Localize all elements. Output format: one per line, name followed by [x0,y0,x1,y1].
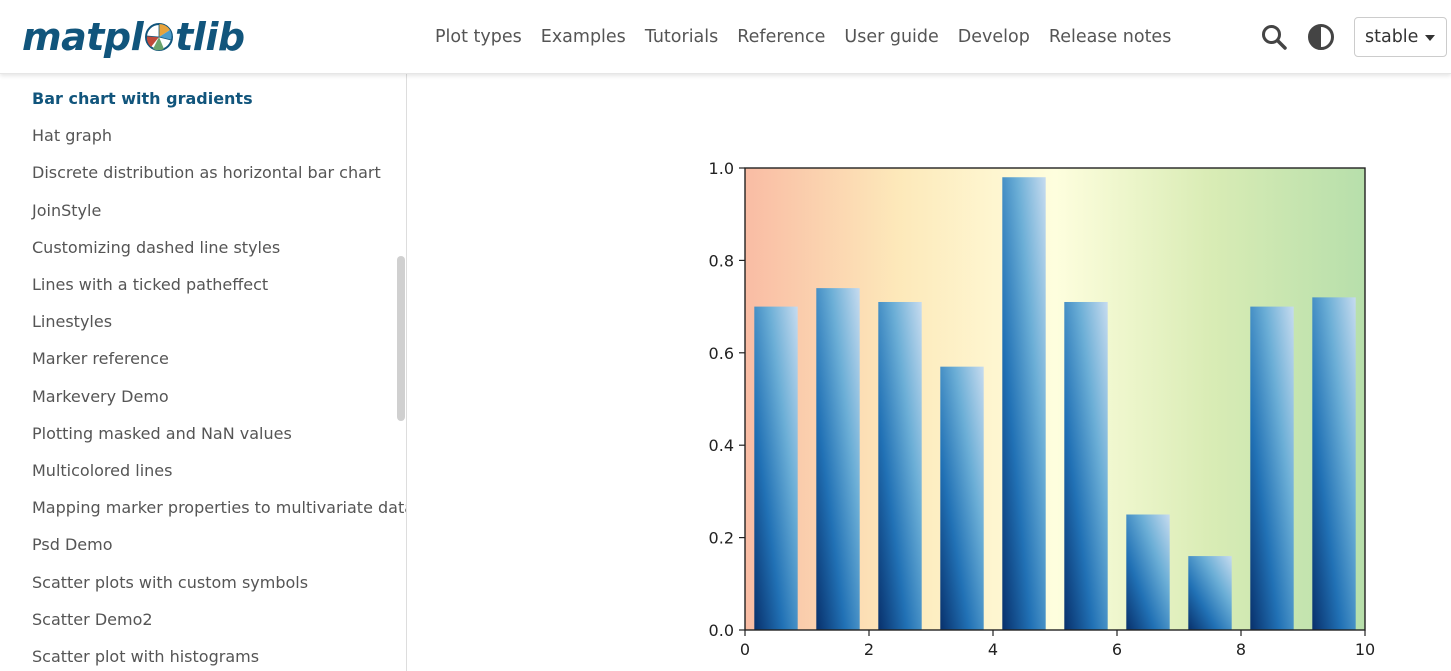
sidebar-item-joinstyle[interactable]: JoinStyle [32,200,102,220]
ytick-label-3: 0.6 [709,344,734,363]
sidebar-item-dashed-line-styles[interactable]: Customizing dashed line styles [32,237,281,257]
xtick-label-2: 4 [988,640,998,659]
search-button[interactable] [1259,22,1289,52]
ytick-label-5: 1.0 [709,159,734,178]
sidebar-item-scatter-demo2[interactable]: Scatter Demo2 [32,609,153,629]
sidebar-item-linestyles[interactable]: Linestyles [32,312,113,332]
sidebar-item-markevery-demo[interactable]: Markevery Demo [32,386,169,406]
ytick-label-1: 0.2 [709,529,734,548]
sidebar-item-scatter-histograms[interactable]: Scatter plot with histograms [32,646,260,666]
xtick-label-1: 2 [864,640,874,659]
sidebar-list: Bar chart with gradients Hat graph Discr… [32,80,407,671]
logo-text-right: tlib [175,15,245,59]
xtick-label-4: 8 [1236,640,1246,659]
bar-8 [1250,306,1294,630]
bar-4 [1002,177,1046,631]
xtick-label-3: 6 [1112,640,1122,659]
theme-toggle-icon [1308,24,1334,50]
bar-9 [1312,297,1356,630]
bar-7 [1188,556,1232,630]
bar-chart: 0.0 0.2 0.4 0.6 0.8 1.0 0 2 4 6 8 10 [709,159,1376,659]
sidebar-item-scatter-custom-symbols[interactable]: Scatter plots with custom symbols [32,572,309,592]
bar-5 [1064,301,1108,630]
ytick-label-0: 0.0 [709,621,734,640]
ytick-label-2: 0.4 [709,436,734,455]
top-navbar: matpl tlib Plot types Examples Tutorials… [0,0,1451,74]
chart-figure: 0.0 0.2 0.4 0.6 0.8 1.0 0 2 4 6 8 10 [690,150,1390,671]
nav-plot-types[interactable]: Plot types [435,27,522,47]
nav-examples[interactable]: Examples [540,27,626,47]
chevron-down-icon [1425,35,1435,41]
matplotlib-logo[interactable]: matpl tlib [22,12,245,62]
bar-0 [754,306,798,630]
sidebar-item-masked-nan-values[interactable]: Plotting masked and NaN values [32,423,292,443]
sidebar-item-marker-reference[interactable]: Marker reference [32,349,169,369]
sidebar-item-hat-graph[interactable]: Hat graph [32,126,113,146]
bar-3 [940,366,984,630]
sidebar-item-discrete-distribution[interactable]: Discrete distribution as horizontal bar … [32,163,381,183]
nav-develop[interactable]: Develop [957,27,1030,47]
sidebar-item-multicolored-lines[interactable]: Multicolored lines [32,460,173,480]
theme-toggle-button[interactable] [1306,22,1336,52]
nav-release-notes[interactable]: Release notes [1048,27,1172,47]
sidebar-item-bar-chart-with-gradients[interactable]: Bar chart with gradients [32,89,253,109]
sidebar-item-psd-demo[interactable]: Psd Demo [32,535,113,555]
plot-frame [744,167,1366,631]
nav-reference[interactable]: Reference [737,27,826,47]
sidebar-item-marker-properties[interactable]: Mapping marker properties to multivariat… [32,498,407,518]
sidebar-scrollbar[interactable] [397,256,405,421]
xtick-label-0: 0 [740,640,750,659]
nav-tutorials[interactable]: Tutorials [644,27,719,47]
logo-wheel-icon [145,23,174,51]
bar-2 [878,301,922,630]
version-label: stable [1365,27,1419,47]
logo-text-left: matpl [22,15,144,59]
sidebar: Bar chart with gradients Hat graph Discr… [0,74,407,671]
sidebar-item-ticked-patheffect[interactable]: Lines with a ticked patheffect [32,275,269,295]
bar-6 [1126,514,1170,630]
xtick-label-5: 10 [1355,640,1375,659]
version-select[interactable]: stable [1354,17,1447,57]
bar-1 [816,288,860,630]
ytick-label-4: 0.8 [709,251,734,270]
search-icon [1262,25,1287,50]
nav-user-guide[interactable]: User guide [844,27,939,47]
main-nav: Plot types Examples Tutorials Reference … [435,0,1171,74]
